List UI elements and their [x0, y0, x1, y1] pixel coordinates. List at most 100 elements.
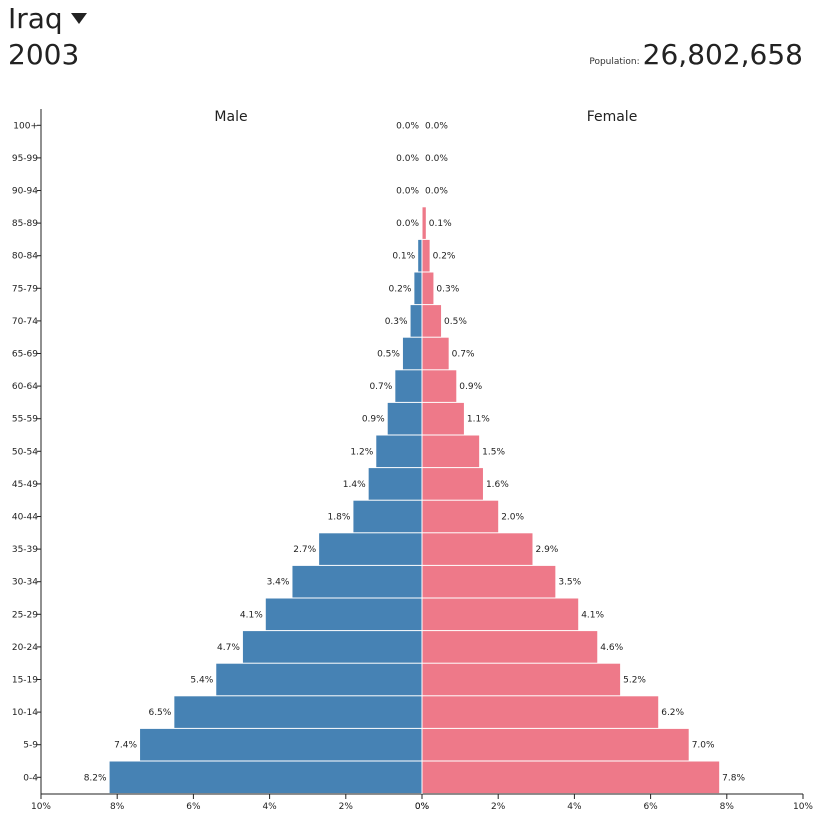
age-label-5-9: 5-9 [23, 741, 38, 751]
male-value-label-75-79: 0.2% [389, 284, 412, 294]
female-bar-40-44 [422, 500, 499, 533]
female-bar-45-49 [422, 468, 483, 500]
female-bar-50-54 [422, 435, 480, 468]
population-label: Population: [589, 57, 640, 67]
male-value-label-100+: 0.0% [396, 121, 419, 131]
country-selector[interactable]: Iraq [8, 2, 87, 35]
male-bar-5-9 [140, 728, 422, 761]
x-tick-label: 10% [31, 802, 51, 812]
female-bar-60-64 [422, 370, 457, 402]
male-bar-60-64 [395, 370, 422, 402]
age-label-65-69: 65-69 [12, 350, 38, 360]
female-label: Female [587, 109, 638, 125]
x-tick-label: 0% [415, 802, 430, 812]
female-value-label-80-84: 0.2% [433, 252, 456, 262]
age-label-40-44: 40-44 [12, 513, 38, 523]
female-value-label-25-29: 4.1% [581, 610, 604, 620]
female-value-label-85-89: 0.1% [429, 219, 452, 229]
female-value-label-100+: 0.0% [425, 121, 448, 131]
male-bar-25-29 [265, 598, 422, 631]
female-bar-5-9 [422, 728, 689, 761]
male-value-label-15-19: 5.4% [190, 676, 213, 686]
male-bar-80-84 [418, 239, 422, 272]
age-label-55-59: 55-59 [12, 415, 38, 425]
age-label-100+: 100+ [13, 121, 38, 131]
female-value-label-90-94: 0.0% [425, 187, 448, 197]
female-bar-25-29 [422, 598, 579, 631]
x-tick-label: 4% [567, 802, 582, 812]
female-value-label-55-59: 1.1% [467, 415, 490, 425]
male-value-label-60-64: 0.7% [369, 382, 392, 392]
male-value-label-20-24: 4.7% [217, 643, 240, 653]
female-value-label-60-64: 0.9% [459, 382, 482, 392]
year-display: 2003 [8, 38, 80, 71]
age-label-50-54: 50-54 [12, 447, 38, 457]
male-bar-10-14 [174, 696, 422, 728]
population-value: 26,802,658 [642, 38, 803, 71]
x-tick-label: 4% [262, 802, 277, 812]
female-bar-55-59 [422, 402, 464, 435]
male-value-label-10-14: 6.5% [148, 708, 171, 718]
female-value-label-20-24: 4.6% [600, 643, 623, 653]
male-bar-30-34 [292, 565, 422, 598]
female-bar-80-84 [422, 239, 430, 272]
female-value-label-10-14: 6.2% [661, 708, 684, 718]
x-tick-label: 6% [643, 802, 658, 812]
male-bar-75-79 [414, 272, 422, 305]
female-value-label-65-69: 0.7% [452, 350, 475, 360]
female-value-label-35-39: 2.9% [535, 545, 558, 555]
x-tick-label: 2% [491, 802, 506, 812]
female-value-label-75-79: 0.3% [436, 284, 459, 294]
male-value-label-5-9: 7.4% [114, 741, 137, 751]
female-value-label-5-9: 7.0% [692, 741, 715, 751]
female-value-label-95-99: 0.0% [425, 154, 448, 164]
female-bar-10-14 [422, 696, 659, 728]
male-bar-15-19 [216, 663, 422, 696]
age-label-10-14: 10-14 [12, 708, 38, 718]
male-bar-70-74 [410, 305, 422, 337]
male-value-label-95-99: 0.0% [396, 154, 419, 164]
male-bar-65-69 [402, 337, 422, 370]
female-value-label-40-44: 2.0% [501, 513, 524, 523]
male-bar-45-49 [368, 468, 422, 500]
male-value-label-35-39: 2.7% [293, 545, 316, 555]
x-tick-label: 10% [793, 802, 813, 812]
age-label-95-99: 95-99 [12, 154, 38, 164]
female-value-label-45-49: 1.6% [486, 480, 509, 490]
age-label-70-74: 70-74 [12, 317, 38, 327]
caret-down-icon[interactable] [70, 12, 87, 24]
x-tick-label: 8% [110, 802, 125, 812]
age-label-15-19: 15-19 [12, 676, 38, 686]
male-value-label-50-54: 1.2% [350, 447, 373, 457]
female-bar-20-24 [422, 631, 598, 663]
female-bar-85-89 [422, 207, 426, 239]
male-value-label-30-34: 3.4% [267, 578, 290, 588]
x-tick-label: 2% [339, 802, 354, 812]
female-bar-0-4 [422, 761, 720, 794]
age-label-60-64: 60-64 [12, 382, 38, 392]
female-value-label-70-74: 0.5% [444, 317, 467, 327]
male-value-label-80-84: 0.1% [392, 252, 415, 262]
age-label-85-89: 85-89 [12, 219, 38, 229]
country-name: Iraq [8, 2, 63, 35]
x-tick-label: 8% [720, 802, 735, 812]
age-label-30-34: 30-34 [12, 578, 38, 588]
age-label-25-29: 25-29 [12, 610, 38, 620]
age-label-75-79: 75-79 [12, 284, 38, 294]
female-value-label-0-4: 7.8% [722, 773, 745, 783]
male-bar-55-59 [387, 402, 422, 435]
male-bar-0-4 [109, 761, 422, 794]
male-label: Male [214, 109, 247, 125]
male-value-label-65-69: 0.5% [377, 350, 400, 360]
male-bar-20-24 [242, 631, 422, 663]
female-value-label-30-34: 3.5% [558, 578, 581, 588]
male-bar-35-39 [319, 533, 422, 565]
male-bar-40-44 [353, 500, 422, 533]
female-bar-65-69 [422, 337, 449, 370]
age-label-80-84: 80-84 [12, 252, 38, 262]
male-value-label-55-59: 0.9% [362, 415, 385, 425]
male-value-label-0-4: 8.2% [84, 773, 107, 783]
female-bar-15-19 [422, 663, 621, 696]
female-bar-70-74 [422, 305, 442, 337]
age-label-90-94: 90-94 [12, 187, 38, 197]
